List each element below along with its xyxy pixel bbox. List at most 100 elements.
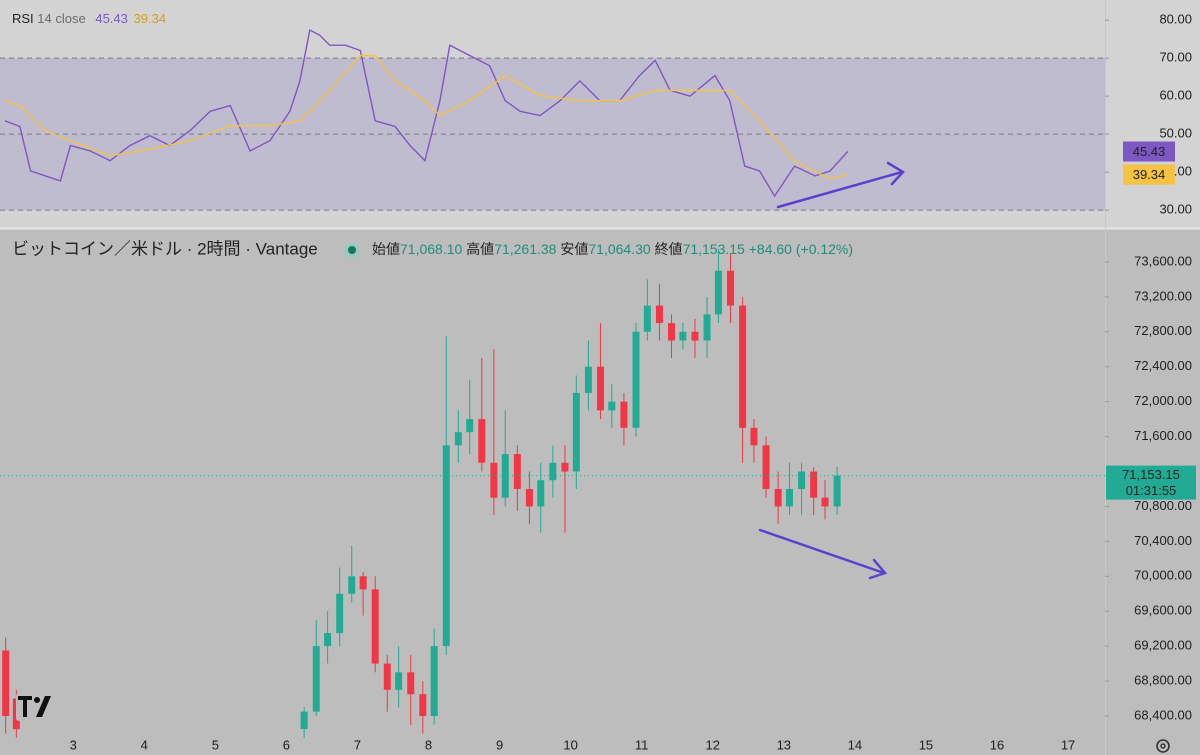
y-tick-label: 68,400.00	[1134, 707, 1192, 722]
y-tick-label: 73,200.00	[1134, 288, 1192, 303]
x-tick-label: 14	[848, 737, 862, 752]
price-layer: 73,600.00 73,200.00 72,800.00 72,400.00 72,0…	[0, 248, 1196, 752]
rsi-title: RSI	[12, 11, 34, 26]
candle-body	[348, 576, 356, 594]
candle-body	[430, 646, 438, 716]
candle-body	[466, 419, 474, 433]
price-title: ビットコイン／米ドル · 2時間 · Vantage	[12, 239, 318, 258]
x-tick-label: 13	[777, 737, 791, 752]
rsi-legend: RSI 14 close 45.43 39.34	[12, 11, 166, 26]
candle-body	[419, 694, 427, 716]
value-badge	[1123, 164, 1175, 185]
logo	[16, 693, 56, 721]
settings-icon[interactable]	[1156, 739, 1170, 753]
y-tick-label: 70.00	[1159, 50, 1192, 65]
candle-body	[478, 419, 486, 463]
candle-body	[454, 432, 462, 446]
candle-body	[655, 305, 663, 324]
y-tick-label: 68,800.00	[1134, 673, 1192, 688]
candle-body	[300, 711, 308, 730]
y-tick-label: 72,400.00	[1134, 358, 1192, 373]
candle-body	[359, 576, 367, 590]
value-badge-label: 45.43	[1133, 144, 1166, 159]
x-tick-label: 4	[141, 737, 148, 752]
candle-body	[324, 633, 332, 647]
x-tick-label: 8	[425, 737, 432, 752]
candle-body	[442, 445, 450, 647]
candle-body	[632, 331, 640, 428]
candle-body	[691, 331, 699, 341]
ohlc-value: 71,153.15	[683, 241, 745, 257]
ohlc-change: +84.60 (+0.12%)	[749, 241, 853, 257]
x-tick-label: 15	[919, 737, 933, 752]
candle-body	[312, 646, 320, 712]
candle-body	[336, 593, 344, 634]
price-pane	[0, 229, 1200, 755]
candle-body	[549, 462, 557, 481]
candle-body	[620, 401, 628, 428]
rsi-subtitle: 14 close	[37, 11, 85, 26]
value-badge-label: 39.34	[1133, 167, 1166, 182]
y-tick-label: 71,600.00	[1134, 428, 1192, 443]
last-price-label: 71,153.15	[1122, 467, 1180, 482]
candle-body	[371, 589, 379, 664]
candle-body	[383, 663, 391, 690]
ohlc-label: 始値	[372, 241, 400, 257]
status-dot	[348, 246, 356, 254]
x-tick-label: 11	[635, 737, 649, 752]
candle-body	[714, 270, 722, 315]
last-price-badge	[1106, 465, 1196, 500]
candle-body	[750, 427, 758, 446]
x-tick-label: 16	[990, 737, 1004, 752]
candle-body	[643, 305, 651, 332]
rsi-pane	[0, 0, 1200, 228]
rsi-line	[4, 54, 848, 180]
candle-body	[584, 366, 592, 393]
candle-body	[490, 462, 498, 498]
candle-body	[810, 471, 818, 498]
x-tick-label: 12	[706, 737, 720, 752]
rsi-arrow	[776, 161, 905, 209]
ohlc-label: 安値	[560, 241, 588, 257]
candle-body	[762, 445, 770, 489]
candle-body	[561, 462, 569, 472]
candle-body	[2, 650, 10, 716]
candle-body	[395, 672, 403, 690]
candle-body	[727, 270, 735, 306]
y-tick-label: 72,000.00	[1134, 393, 1192, 408]
candle-body	[679, 331, 687, 341]
x-tick-label: 17	[1061, 737, 1075, 752]
y-tick-label: 80.00	[1159, 12, 1192, 27]
y-tick-label: 60.00	[1159, 88, 1192, 103]
candle-body	[596, 366, 604, 411]
candle-body	[833, 475, 841, 507]
y-tick-label: 72,800.00	[1134, 323, 1192, 338]
y-tick-label: 69,200.00	[1134, 638, 1192, 653]
candle-body	[572, 392, 580, 472]
rsi-ma-value: 39.34	[134, 11, 167, 26]
x-tick-label: 6	[283, 737, 290, 752]
y-tick-label: 70,000.00	[1134, 568, 1192, 583]
y-tick-label: 70,800.00	[1134, 498, 1192, 513]
candle-body	[513, 454, 521, 489]
y-tick-label: 50.00	[1159, 126, 1192, 141]
rsi-line	[4, 28, 849, 198]
rsi-value: 45.43	[95, 11, 128, 26]
ohlc-value: 71,068.10	[400, 241, 462, 257]
candle-body	[821, 497, 829, 507]
y-tick-label: 73,600.00	[1134, 253, 1192, 268]
y-tick-label: 70,400.00	[1134, 533, 1192, 548]
ohlc-value: 71,064.30	[588, 241, 650, 257]
x-tick-label: 10	[563, 737, 577, 752]
candle-body	[537, 480, 545, 507]
candle-body	[525, 488, 533, 507]
candle-body	[785, 488, 793, 507]
y-tick-label: 30.00	[1159, 202, 1192, 217]
ohlc-value: 71,261.38	[494, 241, 556, 257]
candle-body	[668, 323, 676, 341]
x-tick-label: 5	[212, 737, 219, 752]
x-tick-label: 3	[70, 737, 77, 752]
ohlc-legend: 始値71,068.10 高値71,261.38 安値71,064.30 終値71…	[372, 241, 853, 257]
